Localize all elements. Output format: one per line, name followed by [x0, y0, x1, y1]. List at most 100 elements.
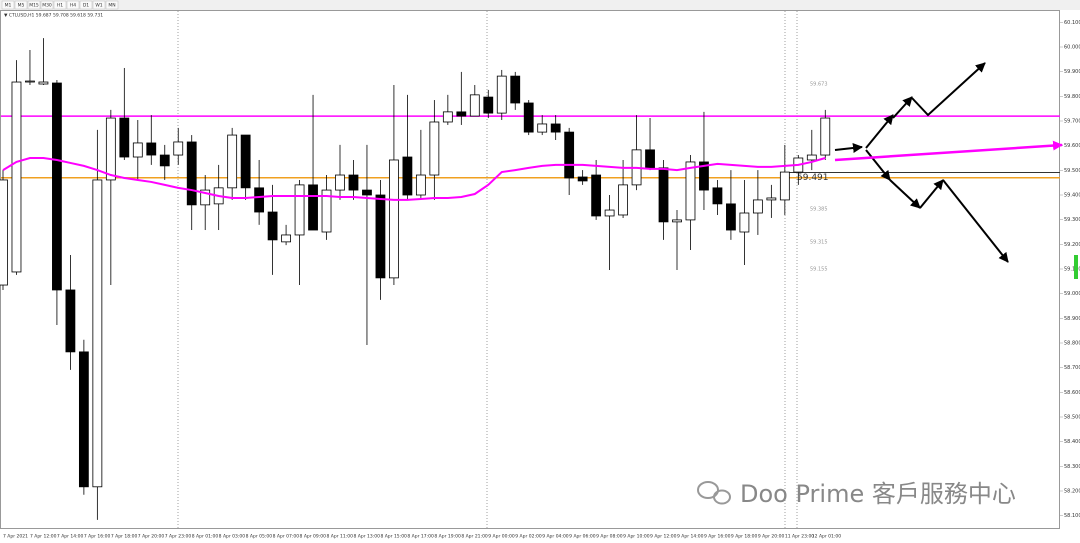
candle-body [752, 199, 763, 214]
toolbar-button[interactable] [40, 0, 54, 10]
candle-body [537, 123, 548, 133]
candle-body [550, 123, 561, 133]
candle-body [335, 174, 345, 191]
candle-body [267, 211, 278, 241]
candle-body [429, 121, 440, 176]
x-tick-label: 8 Apr 19:00 [434, 534, 461, 540]
scroll-indicator [1074, 255, 1078, 279]
toolbar-label: D1 [83, 3, 89, 9]
toolbar-button[interactable] [14, 0, 28, 10]
candle-body [389, 159, 399, 279]
x-tick-label: 9 Apr 04:00 [542, 534, 569, 540]
toolbar-button[interactable] [92, 0, 106, 10]
y-tick-label: 59.900 [1064, 69, 1080, 75]
candle-body [604, 209, 615, 217]
candle-body [348, 174, 359, 191]
candle-body [564, 131, 575, 179]
x-tick-label: 9 Apr 20:00 [758, 534, 785, 540]
x-tick-label: 8 Apr 17:00 [407, 534, 434, 540]
candle-body [442, 111, 453, 123]
moving-average [2, 157, 826, 201]
toolbar-button[interactable] [79, 0, 93, 10]
toolbar-button[interactable] [105, 0, 119, 10]
candle-body [375, 194, 386, 279]
candle-body [483, 96, 494, 114]
candle-body [294, 184, 305, 236]
toolbar-label: M15 [29, 3, 39, 9]
candle-body [11, 81, 22, 273]
candle-body [200, 189, 211, 206]
candle-body [186, 141, 197, 206]
toolbar-button[interactable] [1, 0, 15, 10]
candle-body [456, 111, 467, 117]
x-tick-label: 8 Apr 15:00 [380, 534, 407, 540]
fib-label: 59.315 [810, 240, 828, 246]
x-tick-label: 7 Apr 14:00 [57, 534, 84, 540]
candle-body [119, 117, 130, 158]
y-tick-label: 60.000 [1064, 45, 1080, 51]
toolbar-button[interactable] [66, 0, 80, 10]
candle-body [146, 142, 157, 156]
y-tick-label: 59.200 [1064, 242, 1080, 248]
candle-body [685, 161, 696, 221]
y-tick-label: 58.100 [1064, 513, 1080, 519]
x-tick-label: 9 Apr 12:00 [650, 534, 677, 540]
candle-body [820, 117, 831, 156]
y-tick-label: 59.100 [1064, 267, 1080, 273]
x-tick-label: 8 Apr 01:00 [192, 534, 219, 540]
y-tick-label: 60.100 [1064, 20, 1080, 26]
fib-label: 59.673 [810, 82, 828, 88]
candle-body [577, 176, 588, 182]
x-tick-label: 8 Apr 05:00 [246, 534, 273, 540]
x-tick-label: 8 Apr 03:00 [219, 534, 246, 540]
x-tick-label: 8 Apr 21:00 [461, 534, 488, 540]
candle-body [52, 82, 62, 291]
candle-body [699, 161, 709, 191]
candle-body [173, 141, 184, 156]
y-tick-label: 59.500 [1064, 168, 1080, 174]
candle-body [402, 156, 413, 196]
toolbar-label: MN [108, 3, 115, 9]
x-tick-label: 9 Apr 10:00 [623, 534, 650, 540]
toolbar-label: M1 [5, 3, 12, 9]
candle-body [281, 234, 291, 243]
x-tick-label: 8 Apr 09:00 [300, 534, 327, 540]
wechat-icon [697, 481, 731, 505]
x-tick-label: 7 Apr 12:00 [30, 534, 57, 540]
price-line-label: 59.491 [797, 173, 829, 183]
candle-body [672, 219, 682, 223]
candle-body [0, 179, 8, 286]
projection-arrows [834, 62, 1063, 263]
candle-body [779, 171, 790, 201]
candle-body [105, 117, 116, 181]
toolbar-label: W1 [95, 3, 102, 9]
y-tick-label: 58.200 [1064, 489, 1080, 495]
candle-body [78, 351, 89, 488]
candle-body [739, 212, 750, 233]
y-tick-label: 58.500 [1064, 415, 1080, 421]
candle-body [227, 134, 238, 189]
separators [177, 11, 798, 528]
candle-body [38, 81, 49, 85]
x-tick-label: 9 Apr 08:00 [596, 534, 623, 540]
toolbar-button[interactable] [27, 0, 41, 10]
y-tick-label: 58.700 [1064, 365, 1080, 371]
x-tick-label: 11 Apr 23:00 [785, 534, 814, 540]
toolbar-button[interactable] [53, 0, 67, 10]
watermark: Doo Prime 客戶服務中心 [740, 480, 1016, 508]
toolbar [0, 0, 1080, 10]
x-tick-label: 7 Apr 20:00 [138, 534, 165, 540]
fib-label: 59.385 [810, 207, 828, 213]
toolbar-label: M5 [18, 3, 25, 9]
toolbar-buttons: M1 M5 M15 M30 H1 H4 D1 W1 MN [1, 0, 119, 10]
x-tick-label: 9 Apr 06:00 [569, 534, 596, 540]
y-tick-label: 59.600 [1064, 143, 1080, 149]
y-tick-label: 58.800 [1064, 341, 1080, 347]
y-tick-label: 58.900 [1064, 316, 1080, 322]
y-tick-label: 58.300 [1064, 464, 1080, 470]
x-tick-label: 9 Apr 16:00 [704, 534, 731, 540]
candle-body [65, 289, 76, 353]
toolbar-label: H1 [57, 3, 63, 9]
candle-body [658, 167, 669, 223]
toolbar-label: M30 [42, 3, 52, 9]
